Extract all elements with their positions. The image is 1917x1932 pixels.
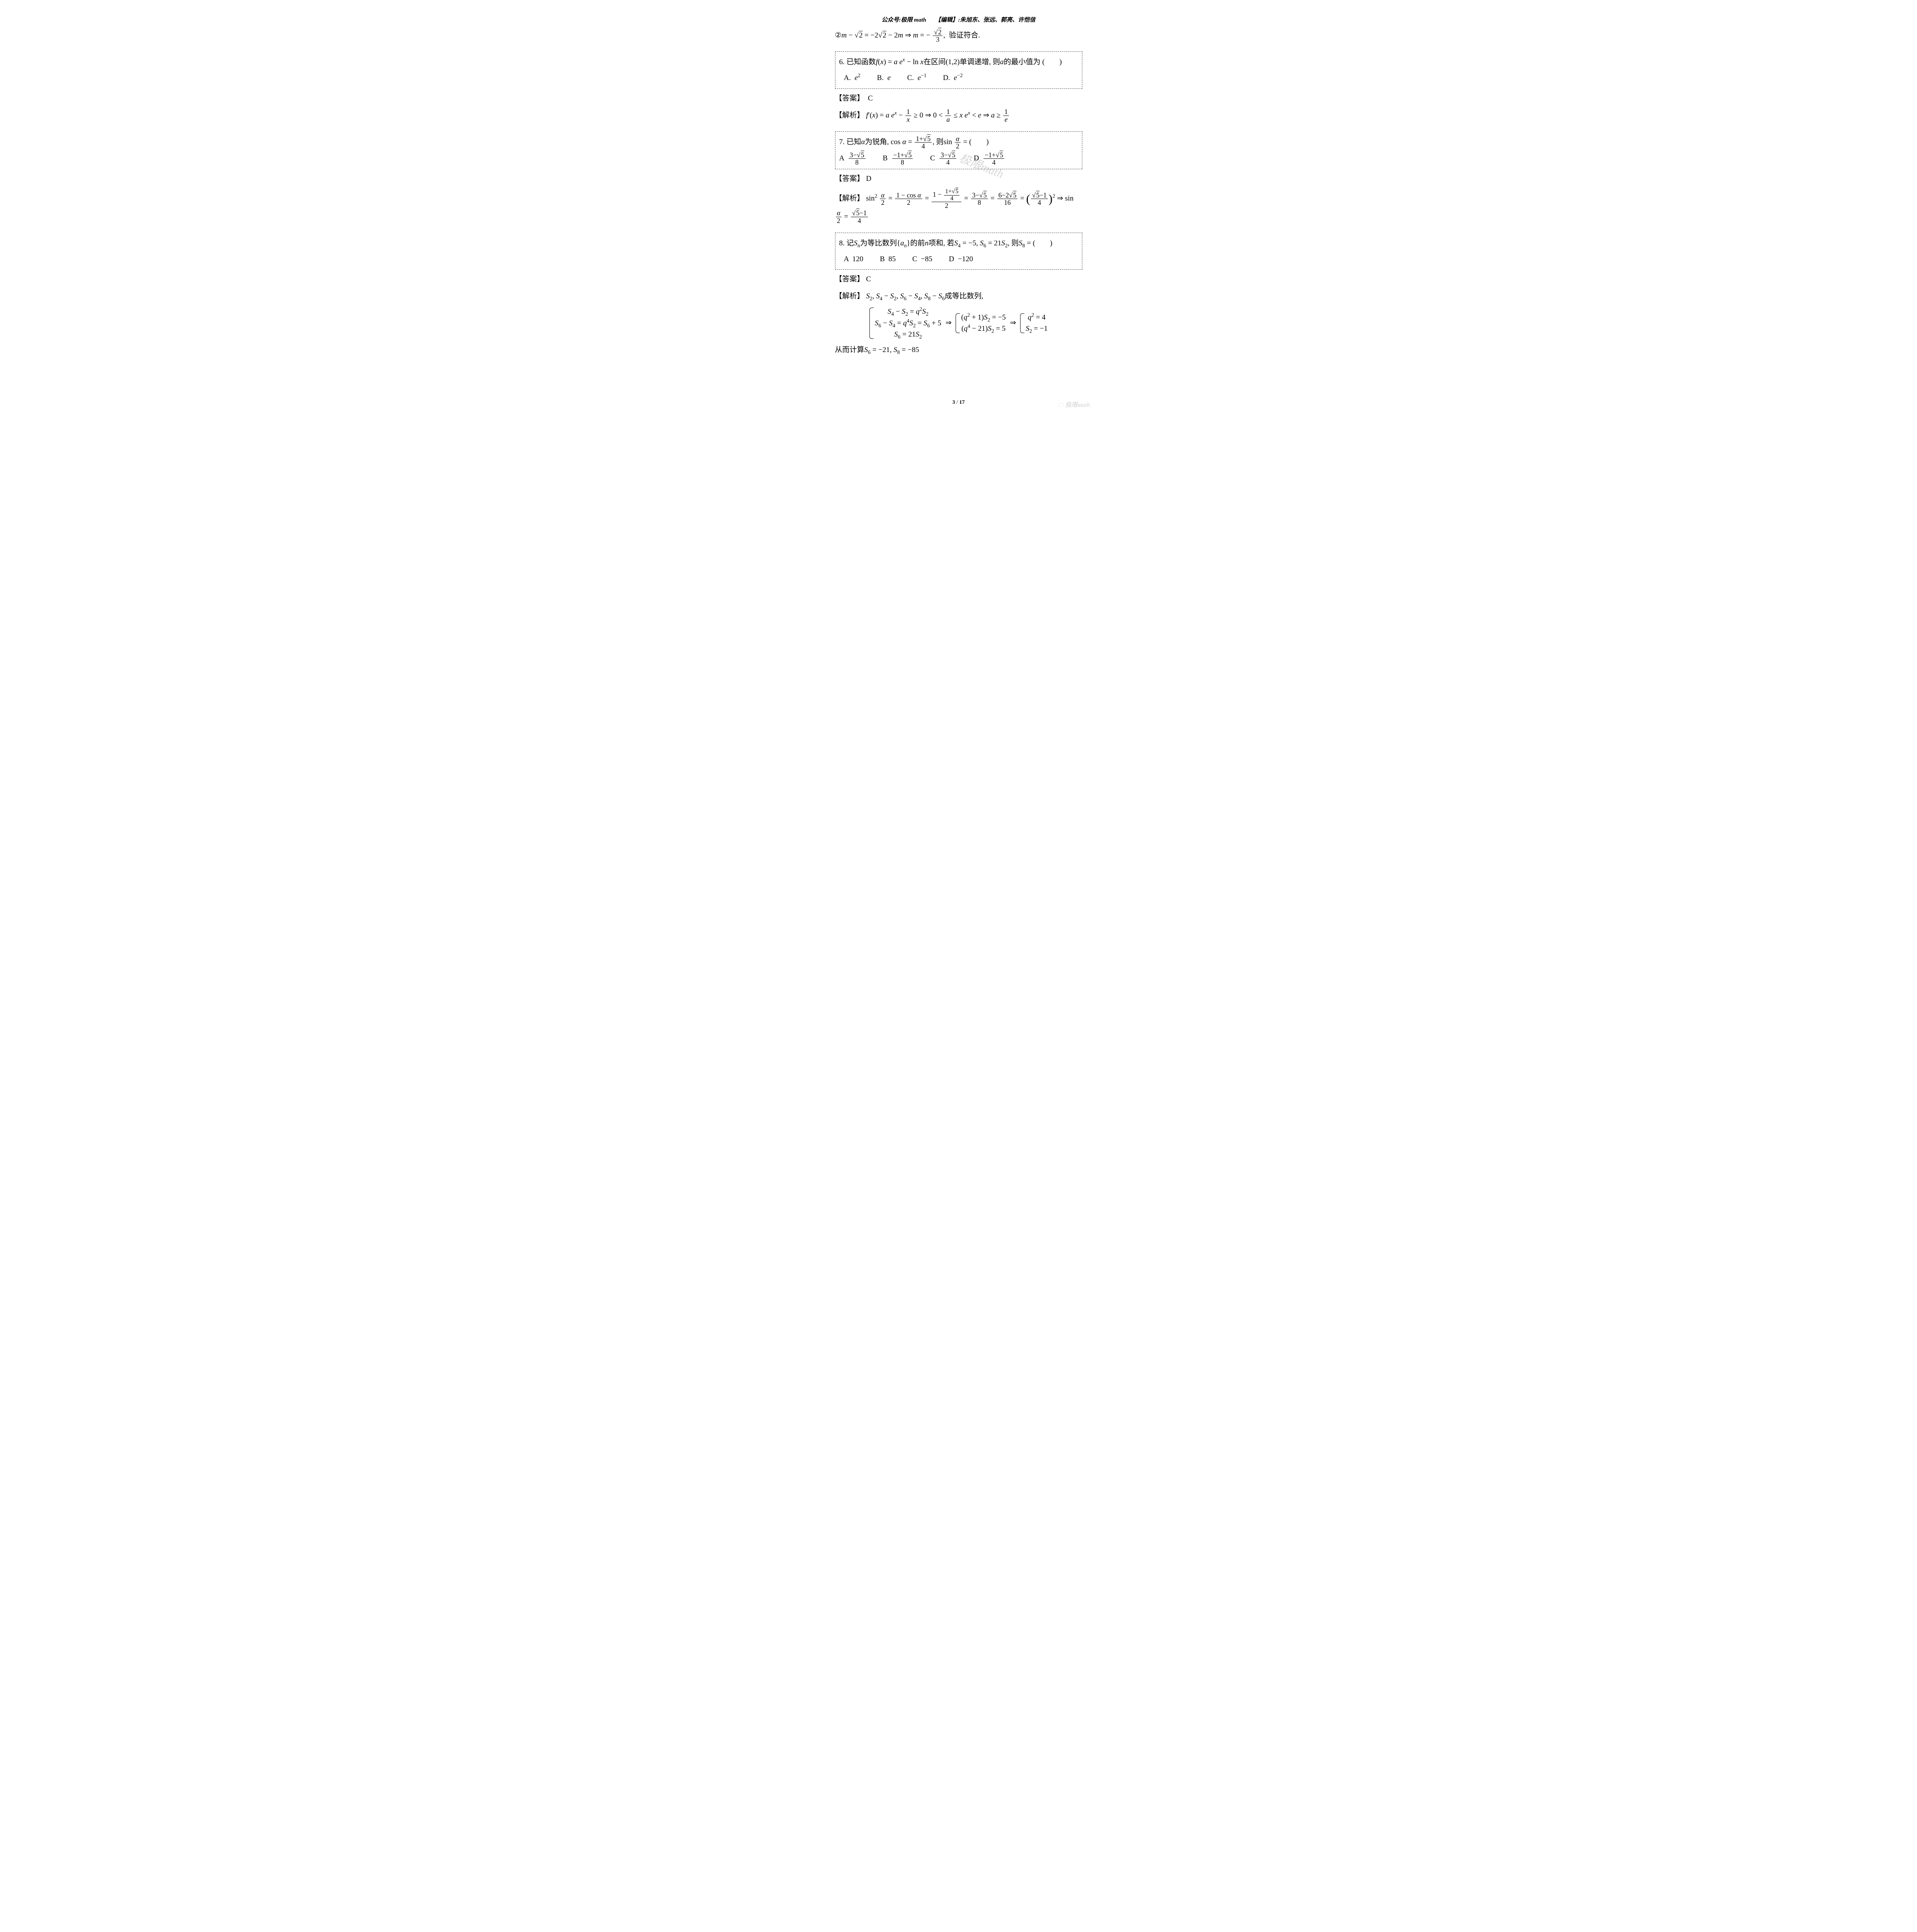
question-7-box: 7. 已知α为锐角, cos α = 1+√54, 则sin α2 = ( ) …	[835, 131, 1082, 169]
page-total: 17	[959, 400, 964, 405]
question-8-analysis-final: 从而计算S6 = −21, S8 = −85	[835, 343, 1082, 357]
question-7-options: A 3−√58 B −1+√58 C 3−√54 D −1+√54	[839, 151, 1078, 166]
analysis-label: 【解析】	[835, 194, 864, 202]
question-8-options: A 120 B 85 C −85 D −120	[839, 252, 1078, 266]
watermark-corner: ☁ 极限math	[1057, 400, 1090, 409]
question-6-options: A. e2 B. e C. e−1 D. e−2	[839, 71, 1078, 85]
question-6-box: 6. 已知函数f(x) = a ex − ln x在区间(1,2)单调递增, 则…	[835, 51, 1082, 88]
question-8-system: S4 − S2 = q2S2 S6 − S4 = q4S2 = S6 + 5 S…	[835, 306, 1082, 340]
editors-label: 【编辑】:朱旭东、张远、郭亮、许恺信	[935, 17, 1035, 23]
answer-value: C	[866, 275, 871, 283]
page-header: 公众号:极限 math 【编辑】:朱旭东、张远、郭亮、许恺信	[835, 15, 1082, 24]
watermark-corner-text: 极限math	[1065, 402, 1090, 408]
question-8-analysis-1: 【解析】 S2, S4 − S2, S6 − S4, S8 − S6成等比数列,	[835, 289, 1082, 304]
answer-label: 【答案】	[835, 275, 864, 283]
content-area: 公众号:极限 math 【编辑】:朱旭东、张远、郭亮、许恺信 ②m − √2 =…	[835, 15, 1082, 357]
page: 极限math 公众号:极限 math 【编辑】:朱旭东、张远、郭亮、许恺信 ②m…	[812, 0, 1106, 417]
page-sep: /	[955, 400, 959, 405]
wechat-label: 公众号:极限 math	[882, 17, 926, 23]
question-7-answer: 【答案】 D	[835, 172, 1082, 186]
analysis-label: 【解析】	[835, 292, 864, 300]
question-8-text: 8. 记Sn为等比数列{an}的前n项和, 若S4 = −5, S6 = 21S…	[839, 236, 1078, 251]
page-current: 3	[953, 400, 955, 405]
prev-solution-line: ②m − √2 = −2√2 − 2m ⇒ m = − √23, 验证符合.	[835, 28, 1082, 43]
question-6-text: 6. 已知函数f(x) = a ex − ln x在区间(1,2)单调递增, 则…	[839, 55, 1078, 70]
question-6-analysis: 【解析】 f′(x) = a ex − 1x ≥ 0 ⇒ 0 < 1a ≤ x …	[835, 108, 1082, 123]
question-8-box: 8. 记Sn为等比数列{an}的前n项和, 若S4 = −5, S6 = 21S…	[835, 233, 1082, 270]
question-7-analysis: 【解析】 sin2 α2 = 1 − cos α2 = 1 − 1+√542 =…	[835, 189, 1082, 224]
answer-value: C	[868, 94, 873, 102]
question-6-answer: 【答案】 C	[835, 91, 1082, 106]
analysis-label: 【解析】	[835, 111, 864, 119]
answer-label: 【答案】	[835, 175, 864, 183]
answer-value: D	[866, 175, 871, 183]
question-7-text: 7. 已知α为锐角, cos α = 1+√54, 则sin α2 = ( )	[839, 135, 1078, 150]
question-8-answer: 【答案】 C	[835, 272, 1082, 287]
answer-label: 【答案】	[835, 94, 864, 102]
